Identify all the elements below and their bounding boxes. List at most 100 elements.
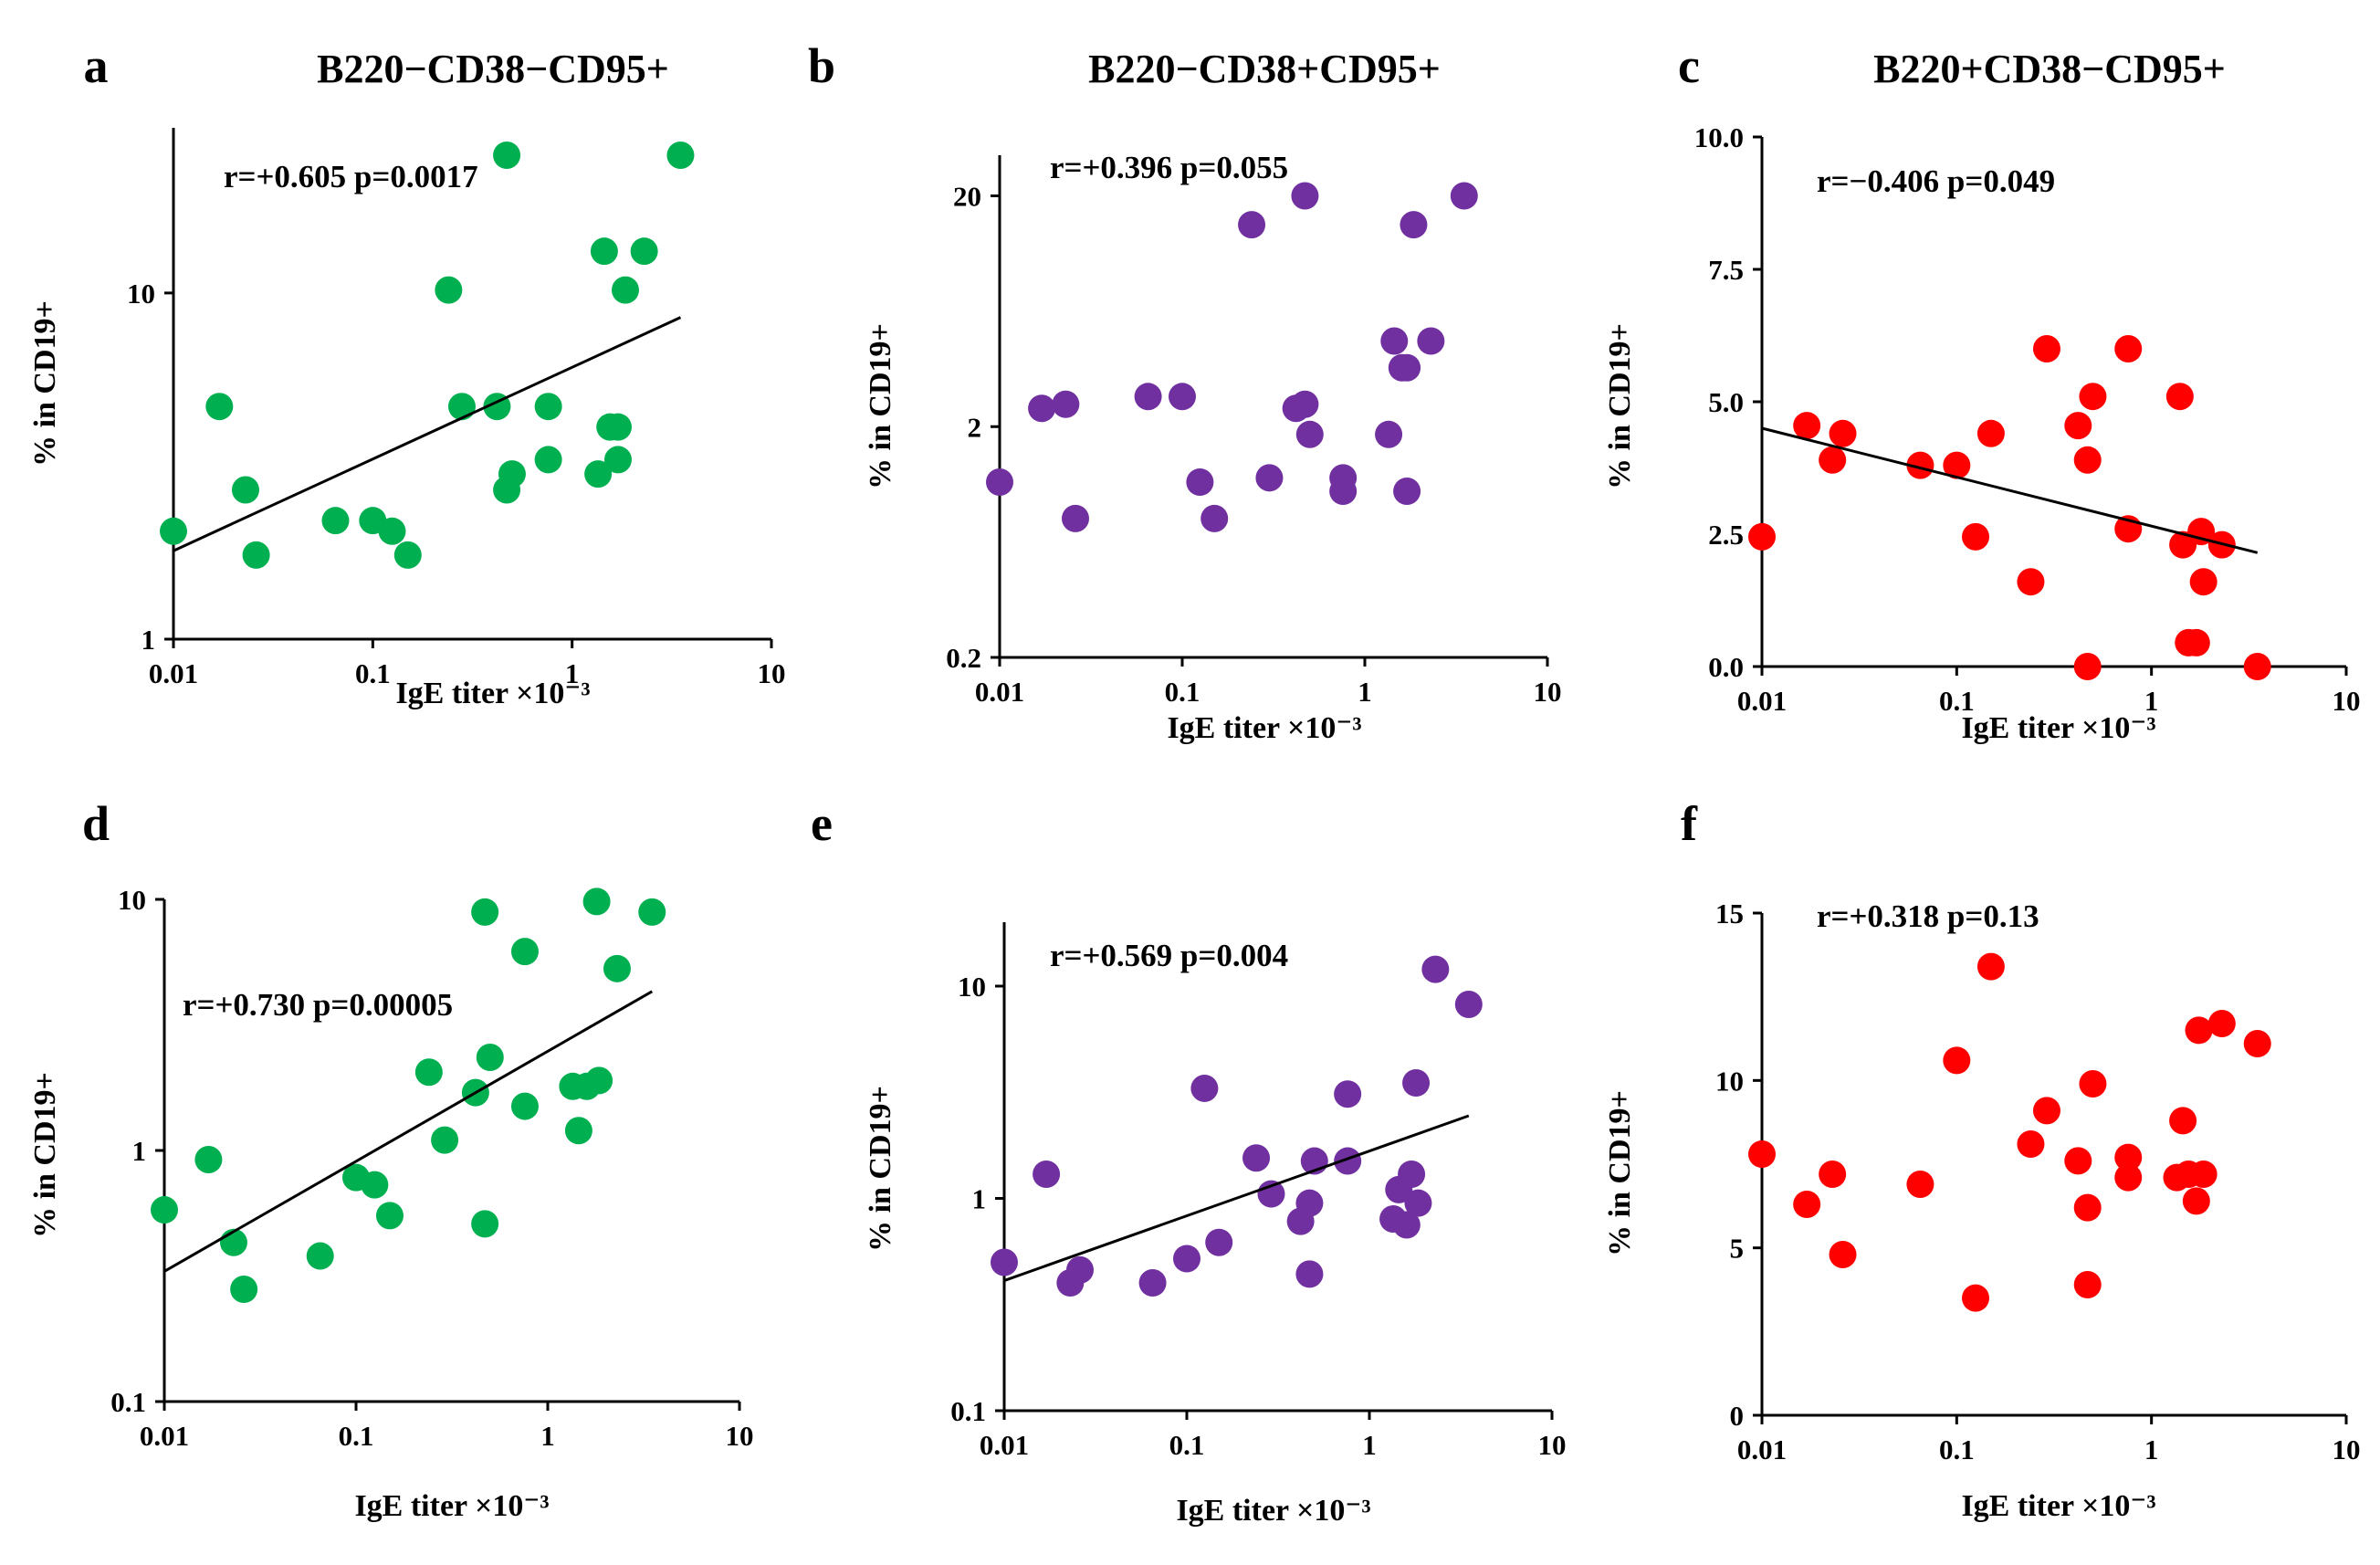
data-point: [471, 898, 499, 926]
data-point: [1380, 327, 1409, 355]
data-point: [1291, 390, 1319, 418]
data-point: [1962, 1284, 1990, 1312]
data-point: [1200, 504, 1229, 532]
correlation-annotation: r=+0.318 p=0.13: [1817, 898, 2039, 934]
y-tick-label: 1: [132, 1135, 147, 1167]
x-axis-label: IgE titer ×10⁻³: [1176, 1494, 1370, 1528]
y-axis-label: % in CD19+: [1603, 323, 1637, 489]
data-point: [1205, 1228, 1233, 1256]
x-tick-label: 0.1: [1939, 685, 1975, 717]
data-point: [1819, 446, 1847, 474]
panel-b: 0.01 0.1 1 10 0.2 2 20 IgE titer ×10⁻³ % in CD19…: [808, 38, 1562, 745]
data-point: [493, 142, 521, 170]
data-point: [1450, 182, 1478, 210]
y-tick-label: 5: [1730, 1233, 1745, 1265]
data-point: [1906, 1171, 1934, 1198]
data-point: [2017, 1130, 2045, 1158]
data-point: [1976, 419, 2005, 447]
data-point: [510, 938, 539, 966]
data-point: [375, 1202, 404, 1230]
data-point: [2243, 1030, 2271, 1057]
correlation-annotation: r=+0.730 p=0.00005: [183, 987, 453, 1023]
data-point: [447, 393, 476, 421]
data-point: [1906, 451, 1934, 479]
data-point: [666, 142, 695, 170]
y-tick-label: 10: [127, 278, 155, 310]
y-tick-label: 5.0: [1708, 386, 1744, 418]
data-point: [2189, 568, 2217, 596]
y-tick-label: 0.2: [946, 642, 981, 674]
data-point: [393, 541, 422, 569]
data-point: [2064, 412, 2092, 440]
x-tick-label: 0.01: [980, 1429, 1029, 1461]
data-point: [1402, 1068, 1431, 1097]
data-point: [534, 446, 562, 474]
y-tick-label: 1: [972, 1182, 987, 1214]
x-tick-label: 10: [1538, 1429, 1567, 1461]
panel-letter: e: [811, 796, 833, 851]
panel-letter: f: [1681, 796, 1698, 851]
data-point: [584, 460, 613, 488]
data-point: [603, 413, 632, 441]
data-point: [231, 476, 259, 504]
trend-line: [163, 990, 654, 1273]
data-point: [630, 237, 658, 266]
x-tick-label: 0.01: [1737, 685, 1787, 717]
panel-a: 0.01 0.1 1 10 1 10 IgE titer ×10⁻³ % in CD19+ a B…: [28, 38, 786, 710]
data-point: [2182, 1187, 2210, 1215]
correlation-annotation: r=+0.396 p=0.055: [1050, 150, 1288, 185]
x-axis-label: IgE titer ×10⁻³: [1167, 711, 1361, 745]
data-point: [230, 1276, 258, 1304]
x-tick-label: 0.01: [1737, 1434, 1787, 1465]
data-point: [160, 517, 187, 545]
data-point: [638, 898, 666, 926]
data-point: [1454, 991, 1483, 1019]
data-point: [1943, 451, 1971, 479]
data-point: [1400, 211, 1428, 239]
data-point: [1134, 383, 1162, 411]
data-point: [1295, 1189, 1324, 1217]
data-point: [321, 507, 350, 535]
data-point: [2073, 446, 2102, 474]
data-point: [378, 517, 406, 545]
data-point: [2073, 1193, 2102, 1222]
data-point: [2032, 335, 2060, 362]
y-axis-label: % in CD19+: [864, 323, 897, 489]
data-point: [1417, 327, 1445, 355]
data-point: [205, 393, 234, 421]
data-point: [1793, 412, 1821, 440]
data-point: [1255, 464, 1284, 492]
data-point: [1169, 383, 1196, 411]
y-tick-label: 2: [968, 411, 982, 443]
data-point: [1943, 1046, 1971, 1075]
data-point: [1257, 1180, 1285, 1208]
y-tick-label: 0: [1730, 1400, 1745, 1432]
x-tick-label: 1: [2144, 1434, 2159, 1465]
data-point: [1028, 394, 1056, 423]
data-point: [1393, 477, 1421, 505]
x-tick-label: 1: [1358, 676, 1372, 708]
x-tick-label: 10: [1534, 676, 1562, 708]
x-axis-label: IgE titer ×10⁻³: [395, 677, 590, 710]
data-point: [2169, 1107, 2197, 1135]
data-point: [1334, 1080, 1362, 1108]
data-point: [1393, 353, 1421, 382]
data-point: [414, 1058, 443, 1087]
panel-letter: d: [82, 796, 110, 851]
y-tick-label: 10: [1715, 1065, 1744, 1097]
y-axis-label: % in CD19+: [1603, 1090, 1637, 1256]
y-tick-label: 10: [118, 884, 146, 916]
y-tick-label: 7.5: [1708, 254, 1744, 286]
x-tick-label: 0.01: [975, 676, 1024, 708]
data-point: [534, 393, 562, 421]
data-point: [306, 1242, 334, 1270]
y-tick-label: 1: [142, 624, 156, 656]
data-point: [1793, 1191, 1821, 1218]
data-point: [2017, 568, 2045, 596]
trend-line: [173, 316, 682, 552]
data-point: [2114, 1143, 2143, 1171]
x-tick-label: 0.1: [1939, 1434, 1975, 1465]
data-point: [564, 1117, 592, 1145]
